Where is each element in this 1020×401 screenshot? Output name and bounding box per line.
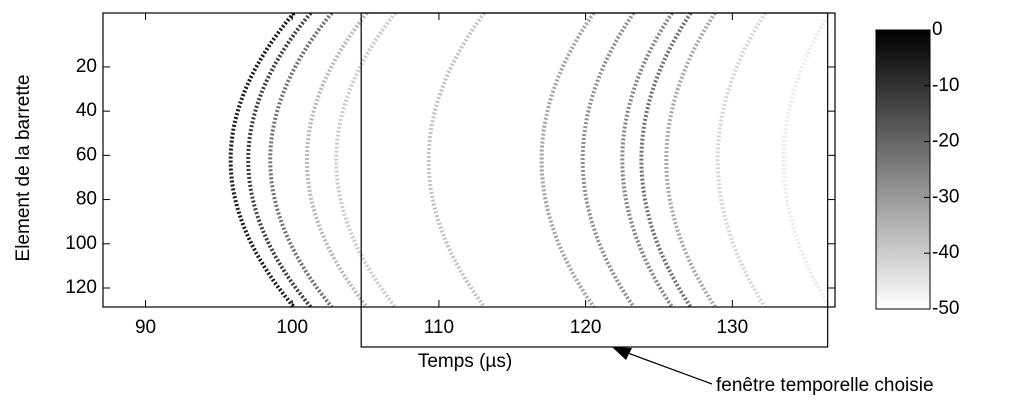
- wavefront: [426, 13, 487, 307]
- y-tick-label: 80: [76, 189, 97, 210]
- wavefront: [639, 13, 693, 307]
- annotation: fenêtre temporelle choisie: [716, 375, 934, 396]
- y-tick-label: 20: [76, 56, 97, 77]
- x-tick-label: 110: [424, 317, 454, 338]
- wavefront: [781, 13, 832, 307]
- x-tick-label: 100: [276, 317, 308, 338]
- colorbar-tick-label: 0: [932, 19, 943, 40]
- y-tick-label: 120: [65, 277, 97, 298]
- wavefront: [228, 13, 296, 307]
- annotation-arrow: [624, 351, 713, 385]
- wavefront: [304, 13, 369, 307]
- wavefront: [580, 13, 636, 307]
- colorbar-tick-label: -40: [932, 242, 959, 263]
- x-axis-label: Temps (µs): [418, 351, 512, 372]
- colorbar-tick-label: -30: [932, 186, 959, 207]
- wavefront: [334, 13, 397, 307]
- x-tick-label: 120: [570, 317, 602, 338]
- wavefront: [268, 13, 334, 307]
- colorbar-tick-label: -50: [932, 298, 959, 319]
- y-tick-label: 40: [76, 100, 97, 121]
- x-tick-label: 90: [135, 317, 156, 338]
- time-window: [360, 12, 829, 348]
- colorbar-tick-label: -10: [932, 75, 959, 96]
- colorbar-tick-label: -20: [932, 131, 959, 152]
- plot-frame: [102, 12, 836, 308]
- wavefront: [664, 13, 717, 307]
- heatmap-image: [228, 13, 832, 307]
- arrow-head: [612, 347, 632, 360]
- x-tick-label: 130: [716, 317, 748, 338]
- wavefront: [620, 13, 674, 307]
- y-axis-label: Element de la barrette: [13, 75, 34, 262]
- wavefront: [715, 13, 767, 307]
- colorbar: [875, 29, 931, 310]
- y-tick-label: 60: [76, 144, 97, 165]
- y-tick-label: 100: [65, 233, 97, 254]
- wavefront: [539, 13, 596, 307]
